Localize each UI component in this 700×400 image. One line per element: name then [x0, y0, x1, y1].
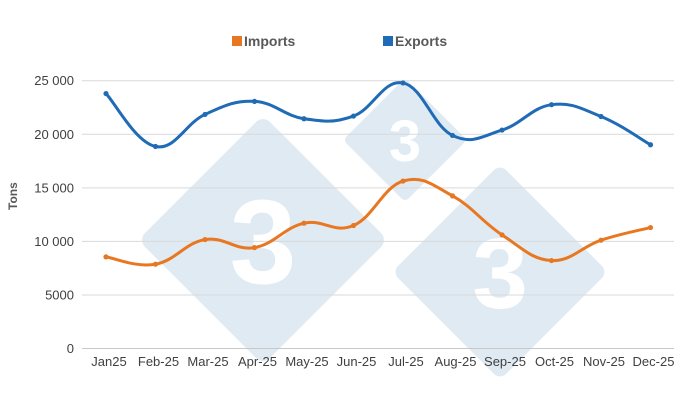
- data-point[interactable]: [449, 193, 456, 199]
- x-tick-label: Jan25: [91, 354, 126, 369]
- legend-swatch-exports: [383, 36, 393, 46]
- y-tick-label: 15 000: [34, 180, 74, 195]
- y-tick-label: 25 000: [34, 73, 74, 88]
- legend-item-imports[interactable]: Imports: [232, 33, 295, 49]
- data-point[interactable]: [301, 220, 307, 226]
- data-point[interactable]: [202, 236, 208, 243]
- legend-swatch-imports: [232, 36, 242, 46]
- svg-text:3: 3: [472, 218, 528, 330]
- data-point[interactable]: [548, 257, 555, 264]
- data-point[interactable]: [499, 232, 505, 238]
- series-exports: [103, 80, 654, 150]
- x-tick-label: Jun-25: [337, 354, 377, 369]
- data-point[interactable]: [647, 224, 654, 231]
- data-point[interactable]: [350, 113, 357, 119]
- legend-item-exports[interactable]: Exports: [383, 33, 447, 49]
- data-point[interactable]: [449, 132, 456, 139]
- data-point[interactable]: [499, 127, 505, 133]
- x-tick-label: May-25: [285, 354, 328, 369]
- x-tick-label: Aug-25: [435, 354, 477, 369]
- legend-label-exports: Exports: [395, 33, 448, 49]
- x-axis-ticks: Jan25 Feb-25 Mar-25 Apr-25 May-25 Jun-25 Jul-2…: [91, 354, 674, 369]
- data-point[interactable]: [202, 111, 208, 118]
- chart-legend: Imports Exports: [0, 33, 700, 53]
- data-point[interactable]: [400, 80, 406, 86]
- y-tick-label: 20 000: [34, 127, 74, 142]
- watermark-diamond: 3: [345, 80, 465, 200]
- x-tick-label: Mar-25: [187, 354, 228, 369]
- x-tick-label: Jul-25: [388, 354, 423, 369]
- series-lines: [103, 80, 654, 267]
- x-tick-label: Feb-25: [138, 354, 179, 369]
- data-point[interactable]: [152, 261, 159, 267]
- data-point[interactable]: [598, 237, 604, 243]
- data-point[interactable]: [301, 116, 307, 122]
- data-point[interactable]: [548, 102, 555, 108]
- x-tick-label: Nov-25: [583, 354, 625, 369]
- data-point[interactable]: [251, 98, 258, 104]
- watermark-diamond: 3: [395, 167, 605, 377]
- data-point[interactable]: [251, 244, 258, 251]
- data-point[interactable]: [103, 90, 109, 97]
- legend-label-imports: Imports: [244, 33, 296, 49]
- y-axis-ticks: 0 5000 10 000 15 000 20 000 25 000: [34, 73, 74, 356]
- svg-text:3: 3: [389, 109, 421, 174]
- data-point[interactable]: [598, 113, 604, 120]
- watermark-diamond: 3: [142, 119, 384, 361]
- x-tick-label: Oct-25: [535, 354, 574, 369]
- data-point[interactable]: [400, 178, 406, 184]
- y-tick-label: 5000: [45, 287, 74, 302]
- x-tick-label: Dec-25: [633, 354, 675, 369]
- y-tick-label: 10 000: [34, 234, 74, 249]
- watermark-logo: 333: [142, 80, 605, 377]
- x-tick-label: Apr-25: [238, 354, 277, 369]
- data-point[interactable]: [350, 222, 357, 229]
- data-point[interactable]: [647, 142, 654, 148]
- data-point[interactable]: [103, 254, 109, 260]
- x-tick-label: Sep-25: [484, 354, 526, 369]
- series-imports: [103, 177, 654, 267]
- svg-text:3: 3: [230, 175, 297, 309]
- y-tick-label: 0: [67, 341, 74, 356]
- data-point[interactable]: [152, 143, 159, 150]
